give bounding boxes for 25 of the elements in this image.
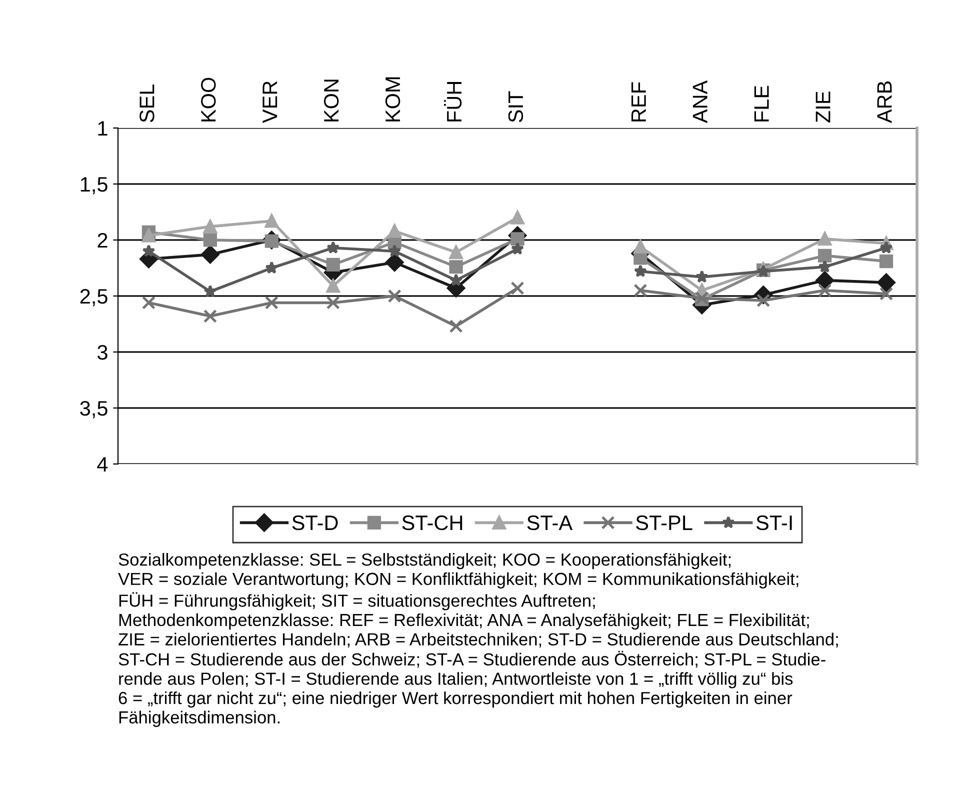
- legend-label: ST-A: [527, 515, 573, 530]
- y-tick-label: 2,5: [80, 289, 108, 306]
- legend-label: ST-PL: [636, 515, 692, 530]
- y-tick-label: 1: [98, 121, 108, 136]
- y-tick-label: 4: [97, 457, 108, 472]
- x-tick-label: SEL: [140, 84, 154, 122]
- x-tick-label: REF: [631, 82, 646, 122]
- x-tick-label: ARB: [877, 81, 892, 124]
- y-tick-label: 3: [97, 345, 108, 360]
- legend-label: ST-D: [292, 515, 338, 530]
- x-tick-label: KOM: [385, 77, 400, 122]
- x-tick-label: ZIE: [816, 92, 830, 122]
- legend-label: ST-I: [756, 515, 792, 530]
- x-tick-label: VER: [262, 81, 278, 124]
- y-tick-label: 3,5: [80, 401, 108, 418]
- x-tick-label: FÜH: [444, 82, 462, 122]
- text: Sozialkompetenzklasse: SEL = Selbstständigkeit; KOO = Kooperationsfähigkeit; VER = soziale Verantwortung; KON = Konfliktfähigkeit; KOM = Kommunikationsfähigkeit; FÜH = Führungsfähigkeit; SIT = situationsgerechtes Auftreten; Methodenkompetenzklasse: REF = Reflexivität; ANA = Analysefähigkeit; FLE = Flexibilität; ZIE = zielorientiertes Handeln; ARB = Arbeitstechniken; ST-D = Studierende aus Deutschland; ST-CH = Studierende aus der Schweiz; ST-A = Studierende aus Österreich; ST-PL = Studie- rende aus Polen; ST-I = Studierende aus Italien; Antwortleiste von 1 = „trifft völlig zu“ bis 6 = „trifft gar nicht zu“; eine niedriger Wert korrespondiert mit hohen Fertigkeiten in einer Fähigkeitsdimension.: [118, 553, 838, 727]
- x-tick-label: KON: [324, 80, 339, 122]
- x-tick-label: KOO: [201, 78, 216, 122]
- legend-label: ST-CH: [402, 515, 462, 530]
- x-tick-label: SIT: [508, 91, 524, 122]
- x-tick-label: FLE: [754, 86, 769, 122]
- x-tick-label: ANA: [692, 80, 708, 124]
- y-tick-label: 1,5: [80, 177, 108, 194]
- y-tick-label: 2: [98, 233, 108, 248]
